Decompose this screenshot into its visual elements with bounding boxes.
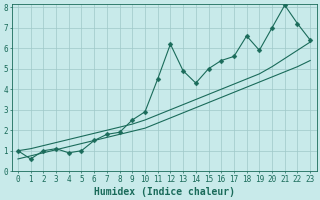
X-axis label: Humidex (Indice chaleur): Humidex (Indice chaleur) bbox=[93, 186, 235, 197]
